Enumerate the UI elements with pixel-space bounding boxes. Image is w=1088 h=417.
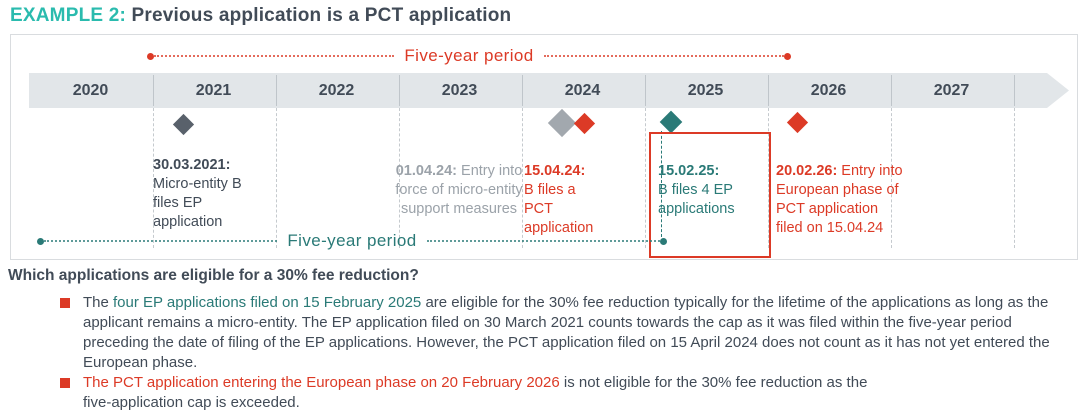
year-label-2027: 2027 [933,81,970,99]
year-divider [399,75,400,106]
year-label-2025: 2025 [687,81,724,99]
year-divider [522,75,523,106]
five-year-period-top: Five-year period [147,46,792,65]
bullet-text: The four EP applications filed on 15 Feb… [83,293,1080,373]
event-date: 20.02.26: [776,163,838,179]
bullet-run: is not eligible for the 30% fee reductio… [83,374,868,411]
bullet-run-highlight: The PCT application entering the Europea… [83,374,560,391]
five-year-period-bottom: Five-year period [37,231,668,250]
diamond-support-measures-icon [547,108,577,138]
question-heading: Which applications are eligible for a 30… [8,267,419,284]
period-label: Five-year period [404,46,534,65]
event-date: 30.03.2021: [153,157,231,173]
event-text: B files a PCT application [524,182,594,236]
title-text: Previous application is a PCT applicatio… [126,5,512,26]
year-guide-dashed [891,108,892,248]
event-01-04-24: 01.04.24: Entry into force of micro-enti… [383,143,535,219]
event-text: Micro-entity B files EP application [153,176,242,230]
year-divider [768,75,769,106]
event-text: B files 4 EP applications [658,182,735,217]
year-guide-dashed [399,108,400,248]
period-line [426,240,661,242]
bullet-text: The PCT application entering the Europea… [83,373,867,413]
year-label-2021: 2021 [195,81,232,99]
year-label-2023: 2023 [441,81,478,99]
diamond-pct-filing-icon [573,112,596,135]
year-divider [153,75,154,106]
event-30-03-2021: 30.03.2021: Micro-entity B files EP appli… [153,137,261,232]
year-label-2026: 2026 [810,81,847,99]
bullet-marker-icon [60,298,70,308]
event-20-02-26: 20.02.26: Entry into European phase of P… [776,143,926,238]
year-divider [276,75,277,106]
year-guide-dashed [276,108,277,248]
year-label-2022: 2022 [318,81,355,99]
event-text: Entry into European phase of PCT applica… [776,163,903,236]
event-15-02-25: 15.02.25: B files 4 EP applications [658,143,760,219]
year-label-2020: 2020 [72,81,109,99]
year-divider [645,75,646,106]
event-text: Entry into force of micro-entity support… [395,163,523,217]
bullet-run-highlight: four EP applications filed on 15 Februar… [113,294,422,311]
year-guide-dashed [153,108,154,248]
year-guide-dashed [1014,108,1015,248]
period-dot-icon [147,52,154,60]
year-guide-dashed [768,108,769,248]
period-dot-icon [784,52,792,60]
bullet-list: The four EP applications filed on 15 Feb… [60,293,1080,413]
diamond-ep-filings-2025-icon [659,110,683,134]
period-label: Five-year period [287,231,417,250]
diamond-european-phase-icon [786,111,809,134]
event-15-04-24: 15.04.24: B files a PCT application [524,143,616,238]
event-date: 01.04.24: [395,163,457,179]
bullet-marker-icon [60,378,70,388]
event-drop-line-dashed [661,131,662,237]
highlight-box [649,132,771,258]
year-guide-dashed [522,108,523,248]
year-label-2024: 2024 [564,81,601,99]
period-line [44,240,278,242]
page-title: EXAMPLE 2: Previous application is a PCT… [10,5,511,27]
year-guide-dashed [645,108,646,248]
event-date: 15.04.24: [524,163,586,179]
bullet-item-eligible: The four EP applications filed on 15 Feb… [60,293,1080,373]
year-divider [1014,75,1015,106]
bullet-run: are eligible for the 30% fee reduction t… [83,294,1050,371]
year-divider [891,75,892,106]
timeline-panel: Five-year period 2020 2021 2022 2023 202… [10,34,1078,260]
bullet-item-not-eligible: The PCT application entering the Europea… [60,373,1080,413]
diamond-ep-filing-2021-icon [172,113,195,136]
event-date: 15.02.25: [658,163,720,179]
bullet-run: The [83,294,114,311]
timeline-bar: 2020 2021 2022 2023 2024 2025 2026 2027 [29,73,1069,108]
period-line [543,55,785,57]
period-dot-icon [37,237,44,245]
period-line [154,55,395,57]
title-highlight: EXAMPLE 2: [10,5,127,26]
period-dot-icon [660,237,668,245]
